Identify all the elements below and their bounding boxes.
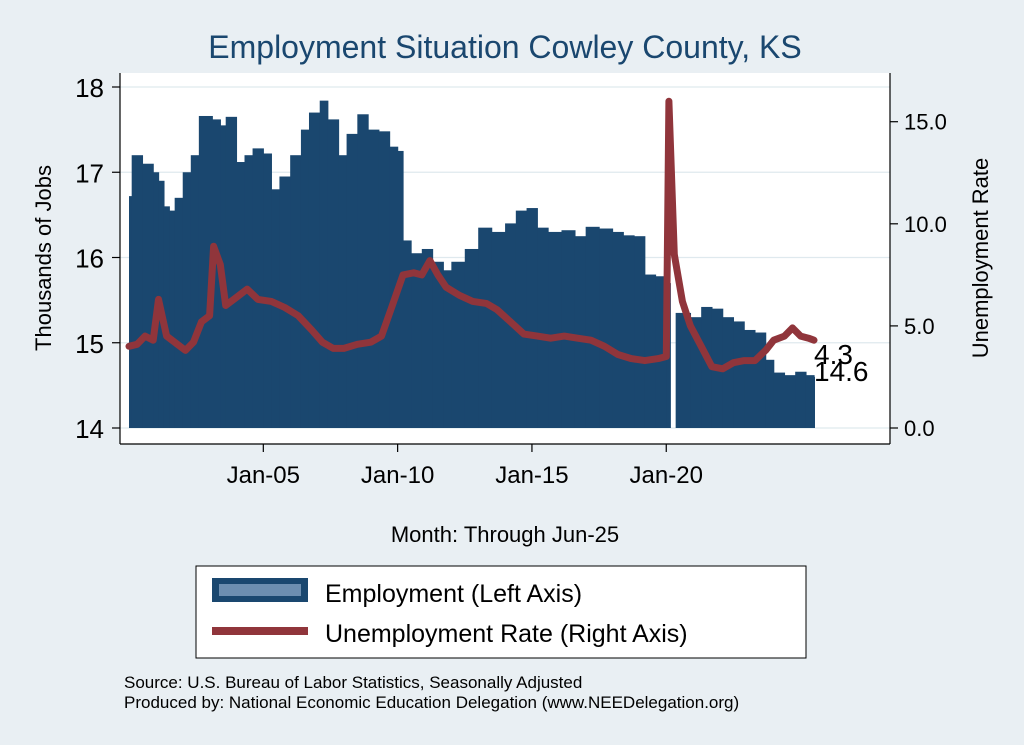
employment-bar bbox=[411, 253, 423, 428]
employment-bar bbox=[290, 155, 302, 428]
employment-bar bbox=[319, 100, 329, 428]
employment-bar bbox=[675, 312, 692, 428]
employment-bar bbox=[308, 112, 321, 428]
employment-bar bbox=[612, 231, 624, 428]
left-tick-label: 16 bbox=[75, 244, 104, 274]
right-tick-label: 0.0 bbox=[904, 416, 935, 441]
employment-bar bbox=[421, 248, 434, 428]
employment-bar bbox=[252, 148, 264, 428]
employment-bar bbox=[814, 376, 815, 428]
employment-bar bbox=[443, 270, 452, 428]
employment-bar bbox=[526, 208, 538, 428]
right-tick-label: 5.0 bbox=[904, 314, 935, 339]
employment-bar bbox=[279, 176, 291, 428]
employment-bar bbox=[464, 248, 479, 428]
employment-bar bbox=[623, 235, 635, 428]
employment-bar bbox=[537, 227, 549, 428]
y-axis-left-label: Thousands of Jobs bbox=[31, 165, 56, 351]
right-tick-label: 10.0 bbox=[904, 212, 947, 237]
employment-bar bbox=[212, 119, 221, 429]
left-tick-label: 15 bbox=[75, 329, 104, 359]
legend-label-unemployment: Unemployment Rate (Right Axis) bbox=[325, 620, 688, 648]
employment-bar bbox=[131, 155, 144, 428]
employment-bar bbox=[805, 375, 815, 428]
employment-bar bbox=[368, 129, 380, 428]
employment-bar bbox=[765, 359, 775, 428]
employment-bar bbox=[129, 196, 133, 428]
employment-bar bbox=[733, 321, 745, 428]
employment-bar bbox=[389, 146, 399, 429]
employment-bar bbox=[169, 210, 176, 428]
employment-bar bbox=[585, 226, 600, 428]
annotation-unemployment-last: 4.3 bbox=[814, 339, 853, 370]
employment-bar bbox=[263, 153, 272, 428]
employment-bar bbox=[644, 274, 657, 428]
right-tick-label: 15.0 bbox=[904, 110, 947, 135]
employment-bar bbox=[142, 163, 154, 428]
employment-bar bbox=[515, 210, 528, 428]
employment-bar bbox=[451, 261, 466, 428]
employment-bar bbox=[163, 206, 170, 428]
employment-bar bbox=[599, 228, 614, 428]
x-tick-label: Jan-05 bbox=[227, 462, 300, 489]
employment-bar bbox=[491, 231, 506, 428]
employment-bar bbox=[378, 131, 391, 428]
axes: 14 15 16 17 18 0.0 5.0 10.0 15.0 Jan-05 Jan-10 Jan-… bbox=[75, 73, 947, 489]
y-axis-right-label: Unemployment Rate bbox=[968, 158, 993, 359]
x-tick-label: Jan-10 bbox=[361, 462, 434, 489]
employment-bar bbox=[561, 230, 576, 428]
employment-bar bbox=[432, 261, 444, 428]
employment-bar bbox=[754, 332, 767, 428]
employment-bar bbox=[403, 240, 412, 428]
employment-bar bbox=[327, 119, 340, 429]
employment-bar bbox=[574, 236, 587, 428]
x-tick-label: Jan-20 bbox=[630, 462, 703, 489]
employment-bar bbox=[271, 189, 281, 428]
employment-bar bbox=[795, 371, 807, 428]
employment-bar bbox=[548, 231, 563, 428]
legend: Employment (Left Axis) Unemployment Rate… bbox=[195, 565, 807, 659]
annotation-employment-last: 14.6 bbox=[814, 356, 869, 387]
employment-bar bbox=[357, 114, 369, 428]
legend-label-employment: Employment (Left Axis) bbox=[325, 580, 582, 608]
employment-bar bbox=[773, 372, 786, 428]
employment-bar bbox=[784, 375, 796, 428]
x-axis-label: Month: Through Jun-25 bbox=[391, 522, 619, 547]
employment-bar bbox=[478, 227, 493, 428]
employment-bar bbox=[190, 155, 200, 428]
left-tick-label: 14 bbox=[75, 414, 104, 444]
employment-bar bbox=[198, 115, 213, 429]
legend-swatch-employment-inner bbox=[219, 584, 301, 596]
employment-bar bbox=[300, 129, 310, 428]
unemployment-line-layer bbox=[125, 97, 818, 373]
employment-bar bbox=[655, 276, 667, 428]
employment-bar bbox=[174, 197, 184, 428]
employment-bar bbox=[690, 317, 702, 428]
employment-bar bbox=[182, 172, 192, 428]
unemployment-rate-line bbox=[125, 97, 818, 373]
employment-bar bbox=[225, 116, 238, 429]
produced-by-line: Produced by: National Economic Education… bbox=[124, 693, 740, 712]
source-line: Source: U.S. Bureau of Labor Statistics,… bbox=[124, 673, 583, 692]
employment-bar bbox=[722, 317, 735, 428]
left-tick-label: 18 bbox=[75, 73, 104, 103]
employment-bar bbox=[744, 329, 756, 428]
employment-bar bbox=[634, 236, 646, 428]
chart-title: Employment Situation Cowley County, KS bbox=[208, 29, 801, 65]
employment-bar bbox=[346, 133, 358, 428]
employment-bar bbox=[338, 155, 348, 428]
x-tick-label: Jan-15 bbox=[495, 462, 568, 489]
left-tick-label: 17 bbox=[75, 158, 104, 188]
employment-bar bbox=[701, 306, 713, 428]
